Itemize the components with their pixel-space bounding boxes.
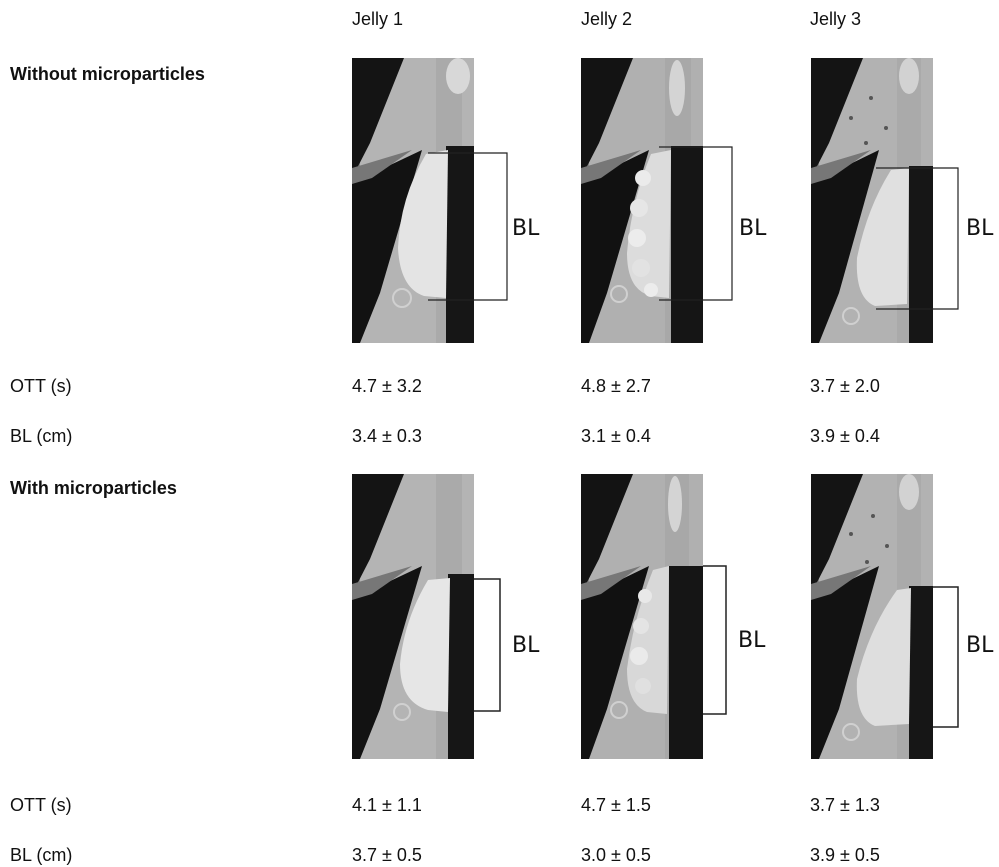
row-label-ott-with: OTT (s): [10, 795, 72, 815]
value-ott-jelly-2-without: 4.8 ± 2.7: [581, 376, 651, 396]
bracket-label-jelly-2-with: BL: [738, 628, 766, 653]
row-label-bl-with: BL (cm): [10, 845, 73, 865]
value-bl-jelly-2-with: 3.0 ± 0.5: [581, 845, 651, 865]
image-jelly-3-without: [811, 58, 933, 343]
image-jelly-2-without: [581, 58, 703, 343]
value-ott-jelly-3-with: 3.7 ± 1.3: [810, 795, 880, 815]
section-title-without-microparticles: Without microparticles: [10, 64, 205, 84]
value-bl-jelly-1-with: 3.7 ± 0.5: [352, 845, 422, 865]
bracket-label-jelly-1-with: BL: [512, 633, 540, 658]
value-bl-jelly-3-without: 3.9 ± 0.4: [810, 426, 880, 446]
value-ott-jelly-2-with: 4.7 ± 1.5: [581, 795, 651, 815]
image-jelly-1-with: [352, 474, 474, 759]
value-bl-jelly-3-with: 3.9 ± 0.5: [810, 845, 880, 865]
value-ott-jelly-1-with: 4.1 ± 1.1: [352, 795, 422, 815]
bracket-label-jelly-3-with: BL: [966, 633, 994, 658]
value-bl-jelly-1-without: 3.4 ± 0.3: [352, 426, 422, 446]
column-header-jelly-2: Jelly 2: [581, 9, 633, 29]
column-header-jelly-3: Jelly 3: [810, 9, 862, 29]
bracket-label-jelly-3-without: BL: [966, 216, 994, 241]
value-bl-jelly-2-without: 3.1 ± 0.4: [581, 426, 651, 446]
image-jelly-3-with: [811, 474, 933, 759]
image-jelly-2-with: [581, 474, 703, 759]
row-label-bl-without: BL (cm): [10, 426, 73, 446]
image-jelly-1-without: [352, 58, 474, 343]
bracket-label-jelly-2-without: BL: [739, 216, 767, 241]
value-ott-jelly-1-without: 4.7 ± 3.2: [352, 376, 422, 396]
value-ott-jelly-3-without: 3.7 ± 2.0: [810, 376, 880, 396]
section-title-with-microparticles: With microparticles: [10, 478, 177, 498]
row-label-ott-without: OTT (s): [10, 376, 72, 396]
column-header-jelly-1: Jelly 1: [352, 9, 404, 29]
bracket-label-jelly-1-without: BL: [512, 216, 540, 241]
